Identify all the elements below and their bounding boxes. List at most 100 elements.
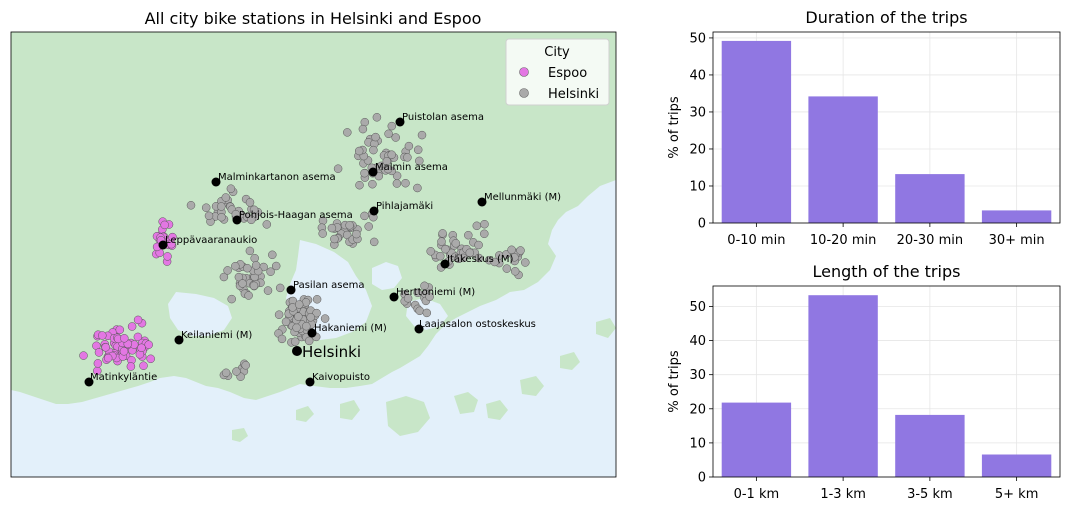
station-label: Itäkeskus (M): [447, 254, 514, 265]
station-marker: [477, 197, 487, 207]
y-tick-label: 20: [689, 142, 706, 157]
helsinki-station-dot: [403, 153, 412, 162]
station-marker: [84, 377, 94, 387]
espoo-station-dot: [160, 220, 169, 230]
station-label: Herttoniemi (M): [396, 287, 475, 298]
helsinki-station-dot: [221, 193, 231, 202]
helsinki-station-dot: [302, 321, 311, 331]
helsinki-station-dot: [413, 183, 422, 193]
helsinki-station-dot: [333, 164, 343, 173]
legend-box: [505, 38, 610, 106]
station-marker: [414, 324, 424, 334]
helsinki-station-dot: [358, 124, 368, 134]
bar: [895, 414, 965, 477]
helsinki-station-dot: [510, 267, 520, 276]
station-marker: [369, 206, 379, 216]
land-area: [11, 32, 616, 404]
espoo-station-dot: [93, 359, 103, 368]
helsinki-station-dot: [245, 246, 255, 256]
chart-title: Duration of the trips: [805, 8, 967, 27]
espoo-station-dot: [139, 361, 148, 370]
helsinki-station-dot: [223, 266, 232, 275]
station-label: Laajasalon ostoskeskus: [419, 319, 536, 330]
helsinki-station-dot: [251, 261, 261, 270]
island: [596, 318, 616, 338]
helsinki-station-dot: [217, 202, 226, 211]
helsinki-station-dot: [387, 150, 396, 159]
espoo-station-dot: [168, 232, 177, 242]
helsinki-station-dot: [422, 308, 432, 318]
helsinki-station-dot: [474, 240, 483, 250]
helsinki-stations: [186, 113, 530, 381]
helsinki-station-dot: [387, 121, 397, 131]
espoo-station-dot: [127, 322, 137, 331]
helsinki-station-dot: [221, 368, 231, 378]
helsinki-station-dot: [271, 261, 281, 271]
x-tick-label: 0-10 min: [727, 233, 785, 248]
island: [386, 396, 430, 436]
station-label: Puistolan asema: [402, 112, 484, 123]
helsinki-station-dot: [227, 294, 236, 304]
helsinki-station-dot: [249, 281, 259, 291]
bar: [721, 40, 792, 224]
chart-title: Length of the trips: [813, 262, 961, 281]
helsinki-station-dot: [250, 253, 259, 263]
helsinki-station-dot: [384, 129, 393, 139]
espoo-station-dot: [115, 325, 125, 335]
espoo-station-dot: [79, 351, 88, 360]
helsinki-station-dot: [391, 133, 400, 142]
legend-title: City: [544, 45, 570, 60]
helsinki-station-dot: [425, 292, 434, 301]
helsinki-station-dot: [474, 253, 484, 263]
helsinki-station-dot: [360, 211, 369, 221]
x-tick-label: 30+ min: [989, 233, 1045, 248]
helsinki-station-dot: [355, 180, 364, 190]
length-chart: Length of the trips 0 10 20 30 40 50 0-1 km 1-3 …: [667, 262, 1061, 502]
bar: [808, 96, 878, 223]
named-stations: Puistolan asema Malminkartanon asema Mal…: [84, 112, 561, 387]
legend-label-helsinki: Helsinki: [548, 87, 599, 102]
espoo-station-dot: [94, 348, 104, 357]
helsinki-station-dot: [244, 291, 253, 300]
helsinki-station-dot: [294, 300, 304, 309]
map-frame: [10, 31, 617, 478]
y-tick-label: 30: [689, 368, 706, 383]
helsinki-station-dot: [404, 141, 414, 151]
helsinki-station-dot: [275, 283, 285, 293]
helsinki-station-dot: [413, 145, 423, 155]
bay: [372, 262, 402, 290]
helsinki-station-dot: [226, 184, 236, 193]
helsinki-station-dot: [277, 334, 287, 344]
station-marker: [305, 377, 315, 387]
station-label: Pihlajamäki: [376, 201, 433, 212]
helsinki-station-dot: [472, 221, 482, 231]
helsinki-station-dot: [268, 250, 277, 260]
helsinki-station-dot: [507, 245, 516, 255]
helsinki-station-dot: [441, 244, 450, 254]
island: [520, 376, 544, 396]
helsinki-station-dot: [320, 314, 330, 323]
espoo-station-dot: [133, 332, 143, 342]
x-tick-label: 5+ km: [995, 487, 1039, 502]
helsinki-station-dot: [352, 229, 361, 239]
helsinki-station-dot: [243, 263, 252, 273]
helsinki-station-dot: [345, 221, 354, 230]
helsinki-station-dot: [436, 251, 445, 261]
city-marker: [292, 346, 302, 356]
map-title: All city bike stations in Helsinki and E…: [145, 9, 482, 28]
helsinki-station-dot: [401, 178, 410, 188]
legend-marker-espoo: [519, 67, 529, 77]
helsinki-station-dot: [510, 253, 519, 262]
helsinki-station-dot: [415, 306, 424, 316]
island: [454, 392, 478, 414]
helsinki-station-dot: [368, 179, 377, 189]
station-label: Hakaniemi (M): [314, 323, 387, 334]
helsinki-station-dot: [369, 237, 379, 247]
helsinki-station-dot: [318, 229, 327, 238]
plot-frame: [712, 31, 1061, 224]
helsinki-station-dot: [201, 203, 211, 212]
bar: [895, 174, 965, 223]
helsinki-station-dot: [371, 132, 380, 142]
espoo-station-dot: [137, 343, 146, 353]
helsinki-station-dot: [516, 246, 525, 255]
